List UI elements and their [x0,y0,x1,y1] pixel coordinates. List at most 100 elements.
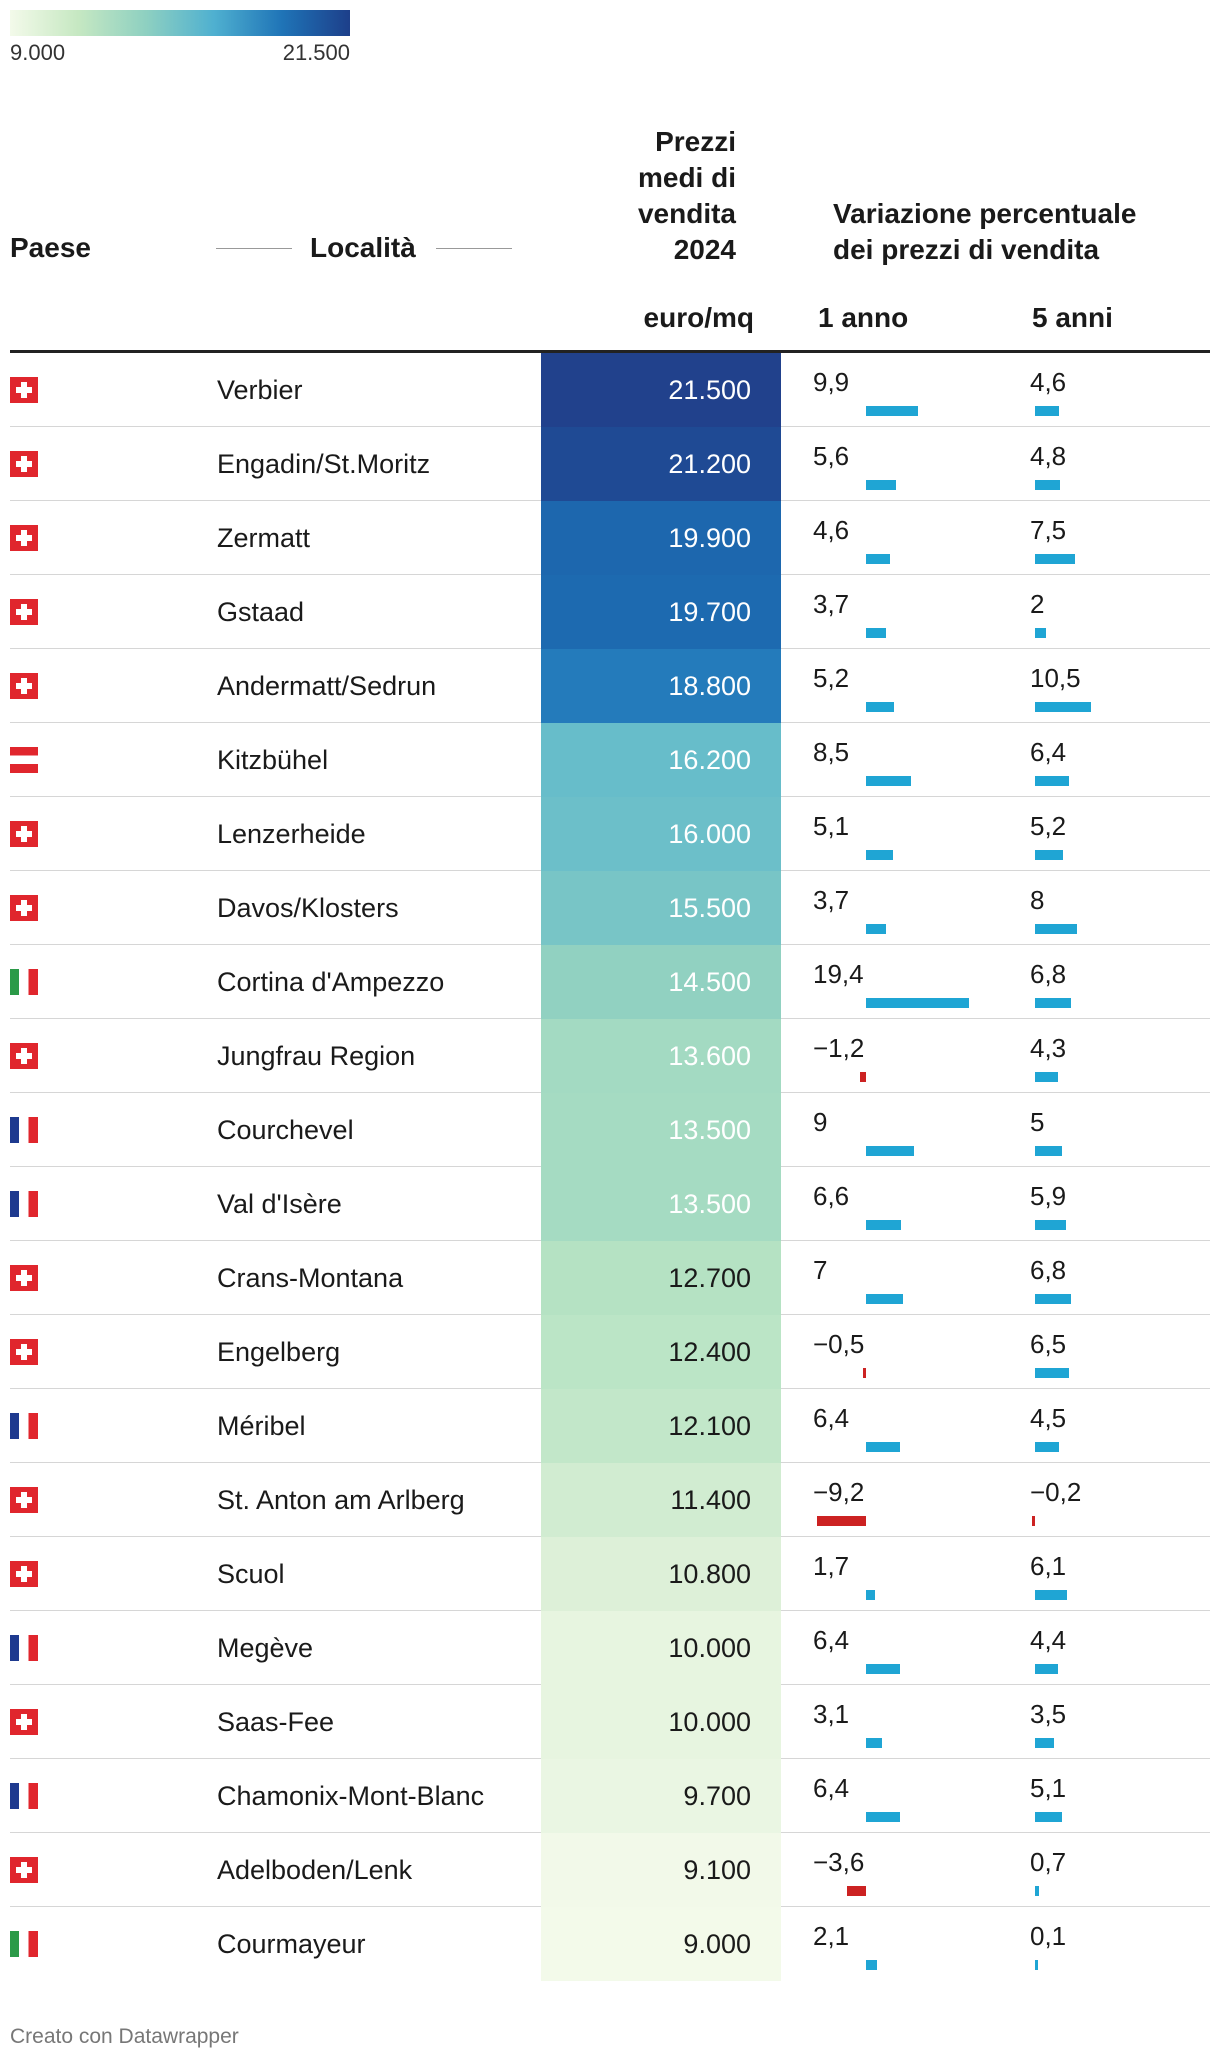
change-5-years-label: 6,4 [1030,737,1067,767]
change-1-year-label: 6,4 [813,1403,850,1433]
price-heat-cell: 19.900 [541,501,781,575]
change-1-year-label: 5,2 [813,663,850,693]
france-flag-icon [10,1783,38,1809]
positive-change-bar [866,480,896,490]
positive-change-bar [1035,1664,1059,1674]
price-value: 11.400 [670,1485,751,1515]
table-row: Davos/Klosters 15.500 3,7 8 [10,871,1210,945]
price-value: 10.800 [668,1559,751,1589]
price-heat-cell: 14.500 [541,945,781,1019]
switzerland-flag-icon [10,1339,38,1365]
legend-min-label: 9.000 [10,40,66,65]
price-value: 13.500 [668,1115,751,1145]
positive-change-bar [866,1442,900,1452]
location-name: Crans-Montana [217,1263,404,1293]
change-5-years-label: 6,8 [1030,959,1067,989]
price-heat-cell: 13.600 [541,1019,781,1093]
positive-change-bar [1035,1886,1039,1896]
price-heat-cell: 10.000 [541,1611,781,1685]
positive-change-bar [1035,702,1091,712]
table-row: Chamonix-Mont-Blanc 9.700 6,4 5,1 [10,1759,1210,1833]
positive-change-bar [1035,628,1046,638]
change-1-year-label: 9,9 [813,367,850,397]
price-heat-cell: 9.000 [541,1907,781,1981]
price-value: 16.200 [668,745,751,775]
change-5-years-label: −0,2 [1030,1477,1082,1507]
change-5-years-label: 4,5 [1030,1403,1067,1433]
positive-change-bar [866,1664,900,1674]
positive-change-bar [1035,1220,1067,1230]
change-1-year-label: 6,6 [813,1181,850,1211]
price-value: 19.900 [668,523,751,553]
header-country: Paese [10,232,91,263]
price-heat-cell: 13.500 [541,1167,781,1241]
table-row: Engelberg 12.400 −0,5 6,5 [10,1315,1210,1389]
location-name: Zermatt [217,523,311,553]
price-value: 14.500 [668,967,751,997]
location-name: Courchevel [217,1115,354,1145]
change-1-year-label: −0,5 [813,1329,865,1359]
positive-change-bar [866,1590,875,1600]
price-heat-cell: 9.700 [541,1759,781,1833]
change-5-years-label: 6,1 [1030,1551,1067,1581]
table-row: Crans-Montana 12.700 7 6,8 [10,1241,1210,1315]
price-heat-cell: 11.400 [541,1463,781,1537]
price-value: 10.000 [668,1707,751,1737]
switzerland-flag-icon [10,1561,38,1587]
change-1-year-label: −9,2 [813,1477,865,1507]
positive-change-bar [1035,924,1078,934]
change-1-year-label: 9 [813,1107,828,1137]
table-row: Méribel 12.100 6,4 4,5 [10,1389,1210,1463]
location-name: St. Anton am Arlberg [217,1485,465,1515]
location-name: Megève [217,1633,314,1663]
positive-change-bar [1035,480,1061,490]
positive-change-bar [1035,776,1069,786]
positive-change-bar [866,924,886,934]
change-1-year-label: 7 [813,1255,828,1285]
positive-change-bar [866,1960,878,1970]
price-table: Verbier 21.500 9,9 4,6 Engadin/St.Moritz 21.2… [10,353,1210,1981]
location-name: Adelboden/Lenk [217,1855,413,1885]
price-value: 19.700 [668,597,751,627]
positive-change-bar [866,1738,883,1748]
price-value: 16.000 [668,819,751,849]
positive-change-bar [1035,1146,1062,1156]
change-1-year-label: 3,1 [813,1699,850,1729]
price-value: 9.000 [683,1929,751,1959]
price-value: 12.100 [668,1411,751,1441]
change-5-years-label: 4,4 [1030,1625,1067,1655]
location-name: Verbier [217,375,303,405]
table-row: Scuol 10.800 1,7 6,1 [10,1537,1210,1611]
header-change-line: dei prezzi di vendita [833,234,1100,265]
table-row: Courmayeur 9.000 2,1 0,1 [10,1907,1210,1981]
switzerland-flag-icon [10,599,38,625]
header-change: Variazione percentuale dei prezzi di ven… [833,196,1136,268]
change-5-years-label: 4,6 [1030,367,1067,397]
price-heat-cell: 21.500 [541,353,781,427]
location-name: Lenzerheide [217,819,366,849]
table-row: St. Anton am Arlberg 11.400 −9,2 −0,2 [10,1463,1210,1537]
change-5-years-label: 4,8 [1030,441,1067,471]
switzerland-flag-icon [10,377,38,403]
price-value: 10.000 [668,1633,751,1663]
header-1-year: 1 anno [818,302,909,333]
switzerland-flag-icon [10,1709,38,1735]
switzerland-flag-icon [10,1043,38,1069]
switzerland-flag-icon [10,451,38,477]
header-divider-left [216,248,292,249]
header-price: Prezzi medi di vendita 2024 [638,124,736,268]
header-change-line: Variazione percentuale [833,198,1137,229]
table-row: Adelboden/Lenk 9.100 −3,6 0,7 [10,1833,1210,1907]
price-heat-cell: 12.700 [541,1241,781,1315]
france-flag-icon [10,1635,38,1661]
negative-change-bar [846,1886,866,1896]
location-name: Engadin/St.Moritz [217,449,431,479]
location-name: Val d'Isère [217,1189,342,1219]
table-row: Engadin/St.Moritz 21.200 5,6 4,8 [10,427,1210,501]
table-row: Megève 10.000 6,4 4,4 [10,1611,1210,1685]
location-name: Cortina d'Ampezzo [217,967,445,997]
table-row: Zermatt 19.900 4,6 7,5 [10,501,1210,575]
price-value: 9.100 [683,1855,751,1885]
positive-change-bar [866,628,886,638]
change-1-year-label: 5,6 [813,441,850,471]
